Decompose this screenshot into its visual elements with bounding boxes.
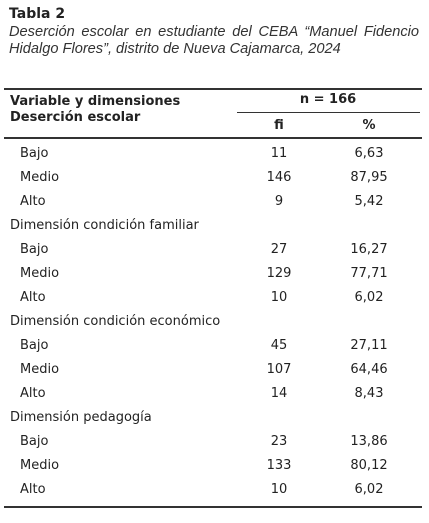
cell-pct: 13,86: [350, 434, 388, 449]
row-label: Medio: [20, 266, 60, 281]
rule-bottom: [4, 506, 422, 508]
cell-pct: 16,27: [350, 242, 388, 257]
column-header: fi: [274, 118, 284, 133]
column-header: n = 166: [299, 92, 357, 107]
row-label: Alto: [20, 194, 46, 209]
row-label: Bajo: [20, 434, 49, 449]
row-label: Bajo: [20, 146, 49, 161]
row-label: Alto: [20, 290, 46, 305]
cell-fi: 14: [270, 386, 288, 401]
cell-pct: 6,02: [354, 482, 384, 497]
cell-pct: 27,11: [350, 338, 388, 353]
cell-fi: 11: [270, 146, 288, 161]
row-label: Alto: [20, 482, 46, 497]
cell-fi: 107: [266, 362, 292, 377]
cell-fi: 10: [270, 482, 288, 497]
cell-pct: 8,43: [354, 386, 384, 401]
row-label: Medio: [20, 170, 60, 185]
table-caption: Deserción escolar en estudiante del CEBA…: [9, 24, 419, 57]
cell-pct: 6,63: [354, 146, 384, 161]
cell-fi: 146: [266, 170, 292, 185]
cell-pct: 64,46: [350, 362, 388, 377]
group-title: Dimensión condición familiar: [10, 218, 199, 233]
row-label: Medio: [20, 362, 60, 377]
cell-pct: 5,42: [354, 194, 384, 209]
group-title: Dimensión pedagogía: [10, 410, 152, 425]
cell-pct: 77,71: [350, 266, 388, 281]
cell-fi: 9: [274, 194, 284, 209]
column-header: %: [362, 118, 376, 133]
rule-top: [4, 88, 422, 90]
cell-fi: 27: [270, 242, 288, 257]
cell-fi: 10: [270, 290, 288, 305]
cell-pct: 87,95: [350, 170, 388, 185]
group-title: Dimensión condición económico: [10, 314, 221, 329]
group-title: Deserción escolar: [10, 110, 141, 125]
rule-head: [4, 137, 422, 139]
cell-pct: 6,02: [354, 290, 384, 305]
column-header: Variable y dimensiones: [10, 94, 181, 109]
table-title: Tabla 2: [9, 6, 66, 22]
cell-pct: 80,12: [350, 458, 388, 473]
rule-sub: [237, 112, 420, 113]
cell-fi: 23: [270, 434, 288, 449]
cell-fi: 129: [266, 266, 292, 281]
row-label: Medio: [20, 458, 60, 473]
cell-fi: 45: [270, 338, 288, 353]
row-label: Bajo: [20, 338, 49, 353]
row-label: Alto: [20, 386, 46, 401]
cell-fi: 133: [266, 458, 292, 473]
row-label: Bajo: [20, 242, 49, 257]
